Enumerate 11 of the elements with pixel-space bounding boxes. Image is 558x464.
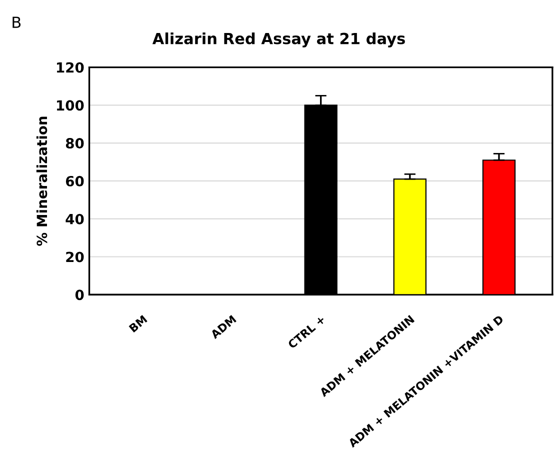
x-tick-label: BM	[128, 315, 148, 332]
y-tick-label: 120	[56, 62, 84, 73]
y-tick-label: 20	[66, 252, 84, 262]
y-tick-label: 0	[75, 290, 84, 300]
y-axis-title: % Mineralization	[36, 116, 48, 246]
chart-title: Alizarin Red Assay at 21 days	[152, 32, 405, 48]
y-tick-label: 60	[66, 176, 84, 186]
y-tick-label: 80	[66, 138, 84, 149]
y-tick-label: 40	[66, 214, 84, 224]
text: B	[12, 16, 21, 28]
y-tick-label: 100	[56, 100, 84, 111]
